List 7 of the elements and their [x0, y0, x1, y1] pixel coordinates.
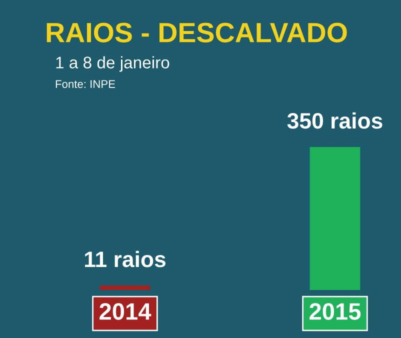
chart-subtitle: 1 a 8 de janeiro: [56, 56, 170, 72]
x-tick-label: 2014: [100, 303, 152, 320]
data-label: 350 raios: [287, 112, 382, 129]
data-label: 11 raios: [85, 250, 166, 268]
chart-title: RAIOS - DESCALVADO: [46, 22, 347, 42]
x-tick-label: 2015: [310, 303, 361, 320]
source-note: Fonte: INPE: [56, 80, 116, 88]
